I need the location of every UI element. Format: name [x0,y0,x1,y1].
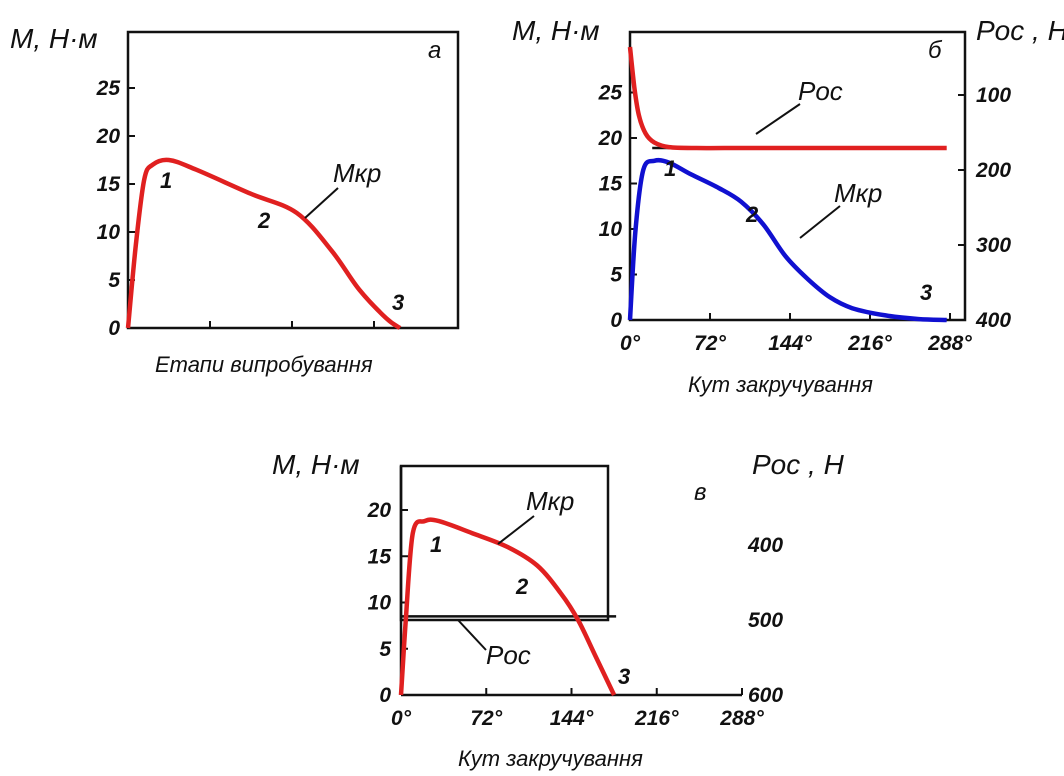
panel-b-y2tick-label: 100 [976,84,1011,107]
panel-c-y2tick-label: 500 [748,609,783,632]
panel-b-y2tick-label: 200 [975,159,1011,182]
panel-c-ytick-label: 10 [368,592,392,615]
panel-a-mkr-leader [304,187,339,219]
panel-a-point-1: 1 [160,168,172,193]
panel-b-xtick-label: 72° [694,332,726,355]
panel-b-pos-leader [755,103,801,135]
panel-c-y2ticks: 400 500 600 [747,534,783,707]
panel-c-letter: в [694,479,707,506]
panel-c-point-3: 3 [618,664,630,689]
panel-b-ytick-label: 10 [599,218,623,241]
panel-a-ytick-label: 15 [97,173,121,196]
panel-a-letter: а [428,37,441,64]
panel-c-y2tick-label: 400 [747,534,783,557]
panel-b-letter: б [928,37,943,64]
panel-a-point-2: 2 [257,208,271,233]
panel-b-y2tick-label: 300 [976,234,1011,257]
panel-a: М, Н·м а 0 5 10 15 20 25 Мкр 1 2 3 Етапи випр… [10,23,460,377]
panel-a-point-3: 3 [392,290,404,315]
panel-b: М, Н·м Pос , Н б 0 5 10 15 20 25 100 200 300 400… [512,15,1064,397]
panel-c-pos-label: Pос [486,640,531,670]
panel-c-mkr-label: Мкр [526,486,574,516]
panel-c-yticks: 0 5 10 15 20 [367,499,408,707]
panel-b-y2label: Pос , Н [976,15,1064,46]
panel-c-xticks: 0° 72° 144° 216° 288° [391,688,764,730]
panel-a-ytick-label: 20 [96,125,121,148]
panel-b-xtick-label: 216° [847,332,892,355]
panel-b-y2tick-label: 400 [975,309,1011,332]
panel-b-pos-line [627,46,947,151]
panel-c-xtick-label: 144° [550,707,594,730]
panel-b-mkr-leader [799,205,841,239]
panel-a-yticks: 0 5 10 15 20 25 [96,77,135,340]
panel-b-point-2: 2 [745,202,759,227]
panel-b-ylabel: М, Н·м [512,15,600,46]
panel-a-mkr-line [125,157,402,330]
panel-a-ytick-label: 5 [108,269,120,292]
panel-b-xtick-label: 0° [620,332,641,355]
panel-b-yticks: 0 5 10 15 20 25 [598,82,637,332]
panel-a-xtick-marks [209,321,375,328]
panel-c-y2tick-label: 600 [748,684,783,707]
panel-b-xlabel: Кут закручування [688,372,873,397]
panel-a-mkr-label: Мкр [333,158,381,188]
panel-b-xtick-label: 288° [927,332,972,355]
panel-a-ytick-label: 10 [97,221,121,244]
panel-b-y2ticks: 100 200 300 400 [958,84,1011,332]
panel-c-xtick-label: 216° [634,707,679,730]
panel-b-ytick-label: 5 [610,264,622,287]
panel-c-xtick-label: 0° [391,707,412,730]
panel-a-ytick-label: 25 [96,77,121,100]
panel-b-point-1: 1 [664,156,676,181]
panel-c-ytick-label: 20 [367,499,392,522]
panel-b-mkr-label: Мкр [834,178,882,208]
panel-b-ytick-label: 25 [598,82,623,105]
panel-b-pos-label: Pос [798,76,843,106]
panel-c-point-1: 1 [430,532,442,557]
panel-b-ytick-label: 15 [599,173,623,196]
panel-b-ytick-label: 20 [598,127,623,150]
panel-b-frame [628,30,967,322]
panel-b-xticks: 0° 72° 144° 216° 288° [620,313,972,355]
panel-c-xtick-label: 288° [719,707,764,730]
panel-c-y2label: Pос , Н [752,449,845,480]
panel-c-mkr-line [398,517,617,696]
panel-c-mkr-leader [497,515,535,545]
panel-a-frame [126,30,460,330]
panel-b-point-3: 3 [920,280,932,305]
panel-a-ytick-label: 0 [108,317,120,340]
panel-b-ytick-label: 0 [610,309,622,332]
panel-b-mkr-line [627,157,947,323]
panel-c-pos-leader [457,619,487,651]
panel-c-point-2: 2 [515,574,529,599]
panel-c-ytick-label: 15 [368,545,392,568]
panel-c-ytick-label: 5 [379,638,391,661]
panel-c-ylabel: М, Н·м [272,449,360,480]
panel-c-ytick-label: 0 [379,684,391,707]
panel-a-ylabel: М, Н·м [10,23,98,54]
panel-c-xtick-label: 72° [470,707,502,730]
panel-c: М, Н·м Pос , Н в 0 5 10 15 20 400 500 600 0° 72… [272,449,845,771]
panel-c-xlabel: Кут закручування [458,746,643,771]
panel-a-xlabel: Етапи випробування [155,352,373,377]
panel-b-xtick-label: 144° [768,332,812,355]
